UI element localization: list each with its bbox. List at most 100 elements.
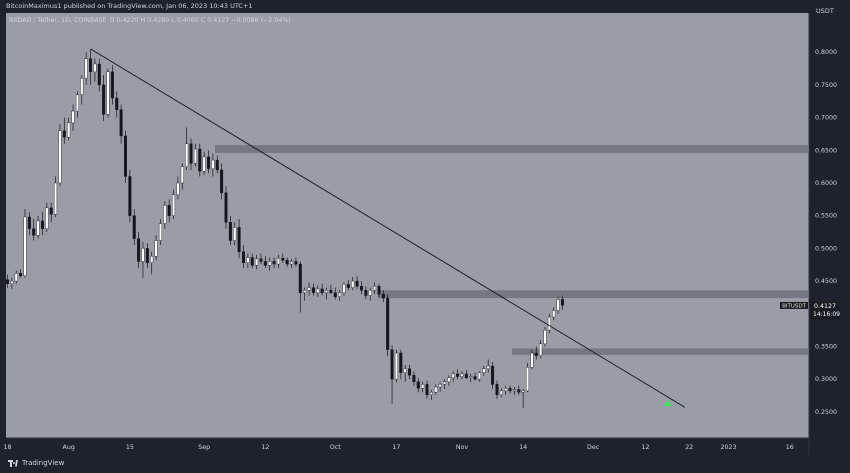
trendline [90, 48, 686, 408]
x-tick-label: 16 [786, 444, 794, 451]
y-tick-label: 0.6500 [815, 147, 837, 154]
candle-body [438, 384, 442, 388]
candle-body [451, 373, 455, 379]
trendline-layer [90, 48, 686, 408]
candle-body [259, 258, 263, 262]
y-tick-label: 0.3000 [815, 376, 837, 383]
candle-body [539, 343, 543, 356]
y-tick-label: 0.3500 [815, 343, 837, 350]
candle-body [189, 143, 193, 164]
horizontal-zone [378, 290, 809, 299]
last-price-label: 0.4127 [814, 303, 836, 310]
candle-body [477, 372, 481, 380]
candle-body [150, 256, 154, 263]
candle-body [137, 238, 141, 262]
candle-body [180, 166, 184, 184]
y-tick-label: 0.6000 [815, 180, 837, 187]
zones-layer [215, 145, 809, 355]
candle-body [534, 352, 538, 356]
candle-body [207, 156, 211, 169]
candle-body [176, 182, 180, 195]
candle-body [512, 389, 516, 392]
candle-body [228, 222, 232, 241]
chart-title: BitDAO / Tether, 1D, COINBASE O 0.4220 H … [9, 17, 291, 24]
candle-body [377, 286, 381, 295]
candle-body [552, 310, 556, 318]
candle-body [255, 258, 259, 266]
candle-body [320, 288, 324, 294]
candle-body [303, 290, 307, 294]
candle-body [10, 280, 14, 284]
candle-body [281, 257, 285, 261]
tradingview-logo-icon [8, 459, 19, 467]
horizontal-zone [512, 348, 809, 355]
tradingview-logo[interactable]: TradingView [8, 459, 64, 467]
publisher-info: BitcoinMaximus1 published on TradingView… [6, 2, 253, 10]
candle-body [338, 292, 342, 297]
candle-body [460, 373, 464, 377]
candle-body [62, 130, 66, 138]
candle-body [504, 388, 508, 392]
candle-body [193, 148, 197, 164]
candle-body [106, 71, 110, 115]
candle-body [141, 248, 145, 262]
candle-body [80, 78, 84, 95]
x-tick-label: 12 [261, 444, 269, 451]
y-tick-label: 0.4500 [815, 278, 837, 285]
candle-body [32, 228, 36, 236]
candle-body [508, 388, 512, 392]
candle-body [167, 205, 171, 216]
candle-body [163, 205, 167, 224]
candle-body [14, 273, 18, 282]
candle-body [154, 240, 158, 257]
horizontal-zone [215, 145, 809, 153]
candle-body [290, 261, 294, 265]
candle-body [491, 365, 495, 385]
candle-body [469, 376, 473, 379]
candle-body [67, 122, 71, 138]
candle-body [547, 316, 551, 331]
x-tick-label: 22 [685, 444, 693, 451]
candle-body [486, 365, 490, 369]
candle-body [23, 216, 27, 277]
candle-body [128, 176, 132, 216]
candle-body [530, 352, 534, 368]
candle-body [390, 349, 394, 380]
candle-body [198, 148, 202, 172]
candle-body [329, 290, 333, 294]
candles-layer [5, 48, 564, 408]
brand-label: TradingView [22, 459, 65, 467]
candle-body [215, 159, 219, 171]
x-tick-label: Aug [63, 444, 75, 451]
candle-body [311, 287, 315, 294]
candle-body [5, 279, 9, 284]
candle-body [202, 156, 206, 172]
candle-body [364, 290, 368, 296]
candle-body [434, 386, 438, 393]
candle-body [333, 292, 337, 297]
candle-body [268, 261, 272, 266]
candle-body [408, 368, 412, 376]
candle-body [495, 384, 499, 396]
x-tick-label: Nov [456, 444, 469, 451]
candle-body [399, 352, 403, 373]
symbol-tag [780, 301, 808, 309]
candle-body [473, 376, 477, 380]
y-tick-label: 0.8000 [815, 49, 837, 56]
x-tick-label: 2023 [721, 444, 737, 451]
candle-body [211, 159, 215, 169]
candle-body [84, 58, 88, 79]
candle-body [250, 257, 254, 266]
candle-body [272, 261, 276, 265]
bottom-bar: TradingView [0, 455, 850, 473]
candle-body [276, 257, 280, 265]
candle-body [294, 261, 298, 265]
candle-body [119, 109, 123, 137]
last-price-marker: BITUSDT 0.4127 14:16:09 [780, 301, 840, 320]
plot-background [6, 13, 809, 438]
y-axis-labels: 0.25000.30000.35000.40000.45000.50000.55… [815, 49, 837, 416]
x-tick-label: Dec [587, 444, 600, 451]
candle-body [526, 367, 530, 392]
x-tick-label: 17 [392, 444, 400, 451]
